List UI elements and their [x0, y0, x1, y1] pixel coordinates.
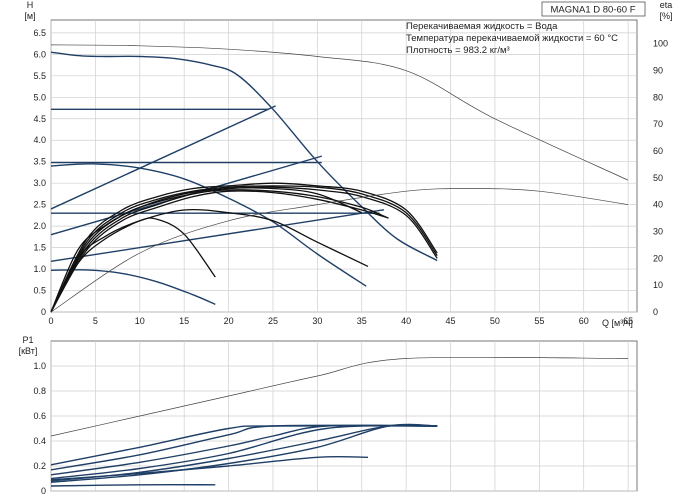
x-tick-label: 15: [179, 316, 189, 326]
y2-tick-label: 40: [653, 200, 663, 210]
power-series-8-power: [50, 483, 216, 487]
head-series-16-efficiency: [50, 189, 389, 313]
y-tick-label: 2.5: [33, 200, 46, 210]
power-series-4-power: [50, 424, 438, 480]
y-tick-label: 0: [41, 486, 46, 496]
head-series-17-efficiency: [50, 190, 389, 313]
title-box: [541, 1, 646, 17]
y2-tick-label: 50: [653, 173, 663, 183]
head-series-10-efficiency: [50, 187, 363, 313]
x-tick-label: 30: [312, 316, 322, 326]
note-density: Плотность = 983.2 кг/м³: [406, 45, 510, 56]
x-tick-label: 0: [48, 316, 53, 326]
y-tick-label: 5.5: [33, 71, 46, 81]
y2-tick-label: 80: [653, 92, 663, 102]
power-series-6-power: [50, 423, 438, 483]
head-axis-title: H: [27, 0, 34, 10]
y2-tick-label: 30: [653, 226, 663, 236]
y-tick-label: 6.0: [33, 49, 46, 59]
power-axis-unit: [кВт]: [19, 346, 38, 356]
x-tick-label: 40: [401, 316, 411, 326]
y-tick-label: 0.6: [33, 411, 46, 421]
y-tick-label: 6.5: [33, 28, 46, 38]
note-temperature: Температура перекачиваемой жидкости = 60…: [406, 33, 618, 44]
head-series-1-head-curve: [50, 51, 438, 262]
head-series-13-efficiency: [50, 185, 438, 313]
x-tick-label: 5: [93, 316, 98, 326]
y-tick-label: 0.8: [33, 386, 46, 396]
x-tick-label: 35: [357, 316, 367, 326]
note-liquid: Перекачиваемая жидкость = Вода: [406, 21, 558, 32]
y2-tick-label: 20: [653, 253, 663, 263]
power-panel: 0 0.2 0.4 0.6 0.8 1.0: [33, 340, 638, 496]
x-tick-label: 50: [490, 316, 500, 326]
power-series-3-power: [50, 424, 438, 476]
x-tick-label: 65: [623, 316, 633, 326]
y-tick-label: 1.0: [33, 264, 46, 274]
head-series-3-prop-pressure: [50, 105, 276, 210]
y2-tick-label: 10: [653, 280, 663, 290]
y2-tick-label: 90: [653, 65, 663, 75]
y-tick-label: 3.5: [33, 157, 46, 167]
y-tick-label: 0.2: [33, 461, 46, 471]
y-tick-label: 0.5: [33, 286, 46, 296]
x-tick-label: 45: [446, 316, 456, 326]
y-tick-label: 4.0: [33, 135, 46, 145]
head-series-9-head-curve: [50, 269, 216, 305]
head-series-14-efficiency: [50, 182, 438, 313]
y-tick-label: 5.0: [33, 92, 46, 102]
efficiency-axis-title: eta: [660, 0, 673, 10]
y-tick-label: 2.0: [33, 221, 46, 231]
y2-tick-label: 60: [653, 146, 663, 156]
y-tick-label: 0.4: [33, 436, 46, 446]
head-series-18-efficiency-max: [50, 188, 629, 313]
x-tick-label: 60: [579, 316, 589, 326]
power-axis-title: P1: [22, 335, 33, 345]
efficiency-axis-unit: [%]: [659, 11, 672, 21]
y-tick-label: 3.0: [33, 178, 46, 188]
power-series-7-power: [50, 455, 369, 481]
head-panel: 0 0.5 1.0 1.5 2.0 2.5 3.0 3.5 4.0 4.5 5.0 5.5 6.0 6.5…: [33, 19, 668, 326]
head-series-15-efficiency: [50, 186, 438, 313]
head-axis-unit: [м]: [24, 11, 35, 21]
head-series-7-prop-pressure: [50, 209, 385, 263]
x-tick-label: 25: [268, 316, 278, 326]
x-tick-label: 10: [135, 316, 145, 326]
x-tick-label: 55: [534, 316, 544, 326]
y-tick-label: 0: [41, 307, 46, 317]
y-tick-label: 4.5: [33, 114, 46, 124]
flow-axis-label: Q [м³/ч]: [602, 318, 633, 328]
y-tick-label: 1.0: [33, 361, 46, 371]
y2-tick-label: 0: [653, 307, 658, 317]
x-tick-label: 20: [224, 316, 234, 326]
y-tick-label: 1.5: [33, 243, 46, 253]
power-series-0-max-power: [50, 356, 629, 437]
y2-tick-label: 70: [653, 119, 663, 129]
chart-title: MAGNA1 D 80-60 F: [551, 5, 636, 16]
plot-frame: [50, 19, 638, 313]
y2-tick-label: 100: [653, 39, 668, 49]
head-series-0-max-curve: [50, 44, 629, 181]
